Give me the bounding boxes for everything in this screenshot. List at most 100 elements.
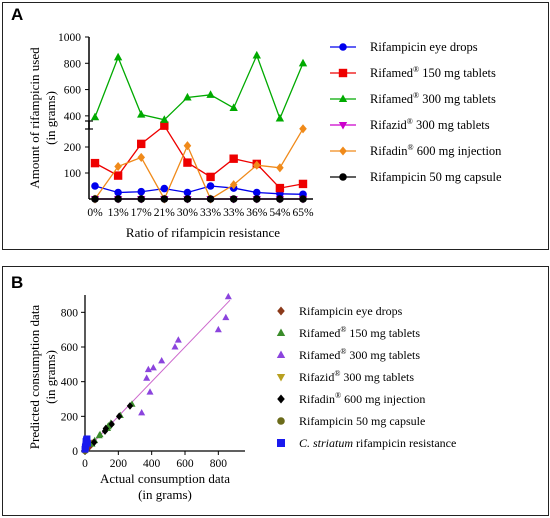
y-axis-label: Predicted consumption data [27, 305, 42, 450]
data-point [298, 179, 308, 189]
y-tick-label: 600 [61, 342, 79, 354]
legend-marker [276, 350, 286, 359]
data-point [298, 58, 308, 67]
data-point [146, 388, 154, 395]
legend-entry: Rifamed® 150 mg tablets [299, 325, 420, 340]
panel-a: A 400 600 800 1000 100 200 0% 13% 17% 21% 30% 33% 33… [2, 2, 549, 250]
legend-marker [277, 306, 285, 316]
data-point [183, 158, 192, 167]
legend-entry: Rifamed® 150 mg tablets [370, 65, 496, 80]
data-point [252, 188, 261, 197]
data-point [113, 171, 123, 180]
y-tick-label: 100 [64, 168, 82, 180]
data-point [160, 195, 169, 203]
data-point [183, 195, 192, 203]
legend-marker [338, 121, 348, 130]
y-axis-label: (in grams) [43, 350, 58, 404]
data-point [137, 195, 146, 203]
legend-a: Rifampicin eye drops Rifamed® 150 mg tabl… [330, 40, 502, 184]
series-a-3 [90, 195, 308, 204]
series-line [94, 124, 304, 189]
x-axis-label: (in grams) [138, 487, 192, 502]
data-point [183, 188, 192, 197]
legend-b: Rifampicin eye drops Rifamed® 150 mg tabl… [276, 304, 456, 450]
y-axis-label: Amount of rifampicin used [27, 47, 42, 189]
panel-b: B 0 200 400 600 800 0 200 400 600 800 Actual consu… [2, 266, 549, 516]
x-tick-label: 0 [82, 458, 88, 470]
x-tick-label: 33% [223, 207, 245, 219]
data-point [183, 141, 192, 151]
data-point [206, 172, 215, 182]
y-tick-label: 800 [61, 307, 79, 319]
data-point [224, 292, 232, 300]
data-point [83, 436, 90, 444]
data-point [114, 161, 122, 172]
panel-b-label: B [11, 273, 24, 292]
series-b-6 [81, 435, 91, 453]
data-point [82, 443, 89, 451]
x-tick-label: 33% [200, 207, 222, 219]
y-tick-label: 200 [64, 142, 82, 154]
legend-marker [277, 439, 285, 447]
data-point [90, 112, 100, 121]
y-tick-label: 600 [64, 85, 82, 97]
x-tick-label: 17% [131, 207, 153, 219]
data-point [206, 195, 215, 203]
series-line [94, 128, 304, 201]
x-tick-label: 0% [87, 207, 103, 219]
data-point [183, 92, 192, 101]
y-tick-label: 800 [64, 58, 82, 70]
x-tick-label: 200 [110, 458, 128, 470]
x-tick-label: 800 [210, 458, 228, 470]
x-tick-label: 54% [269, 207, 291, 219]
data-point [252, 50, 261, 59]
x-tick-label: 13% [108, 207, 130, 219]
data-point [275, 113, 285, 122]
x-tick-label: 600 [176, 458, 194, 470]
data-point [299, 195, 307, 203]
series-a-0 [91, 182, 307, 199]
y-axis-label: (in grams) [43, 91, 58, 145]
data-point [143, 374, 151, 381]
legend-entry: Rifampicin eye drops [299, 304, 403, 318]
y-tick-label: 200 [61, 411, 79, 423]
data-point [229, 195, 238, 203]
data-point [299, 124, 307, 134]
y-tick-label: 0 [72, 446, 78, 458]
legend-entry: Rifampicin eye drops [370, 40, 478, 54]
axis-group-b: 0 200 400 600 800 0 200 400 600 800 [61, 295, 245, 470]
legend-entry: Rifazid® 300 mg tablets [370, 117, 490, 132]
data-point [229, 103, 238, 112]
data-point [174, 336, 182, 343]
series-a-1 [90, 121, 308, 193]
legend-entry: Rifadin® 600 mg injection [299, 391, 425, 406]
series-line [94, 53, 304, 121]
legend-marker [339, 173, 347, 181]
y-tick-label: 400 [61, 377, 79, 389]
x-tick-label: 400 [143, 458, 161, 470]
data-point [160, 184, 169, 193]
data-point [276, 195, 284, 203]
data-point [114, 188, 122, 197]
data-point [158, 357, 166, 364]
data-point [137, 109, 146, 118]
legend-marker [276, 328, 286, 337]
data-point [229, 154, 238, 163]
data-point [91, 195, 99, 203]
data-point [138, 409, 146, 416]
x-tick-label: 21% [154, 207, 176, 219]
x-tick-label: 36% [246, 207, 268, 219]
legend-marker [339, 43, 347, 51]
x-tick-label: 30% [177, 207, 199, 219]
series-line [94, 185, 304, 195]
data-point [137, 187, 146, 196]
series-b-4 [90, 402, 134, 447]
data-point [102, 424, 110, 433]
data-point [222, 313, 230, 321]
data-point [137, 152, 146, 162]
legend-marker [276, 373, 286, 382]
data-point [229, 180, 238, 190]
series-a-2 [90, 50, 308, 123]
